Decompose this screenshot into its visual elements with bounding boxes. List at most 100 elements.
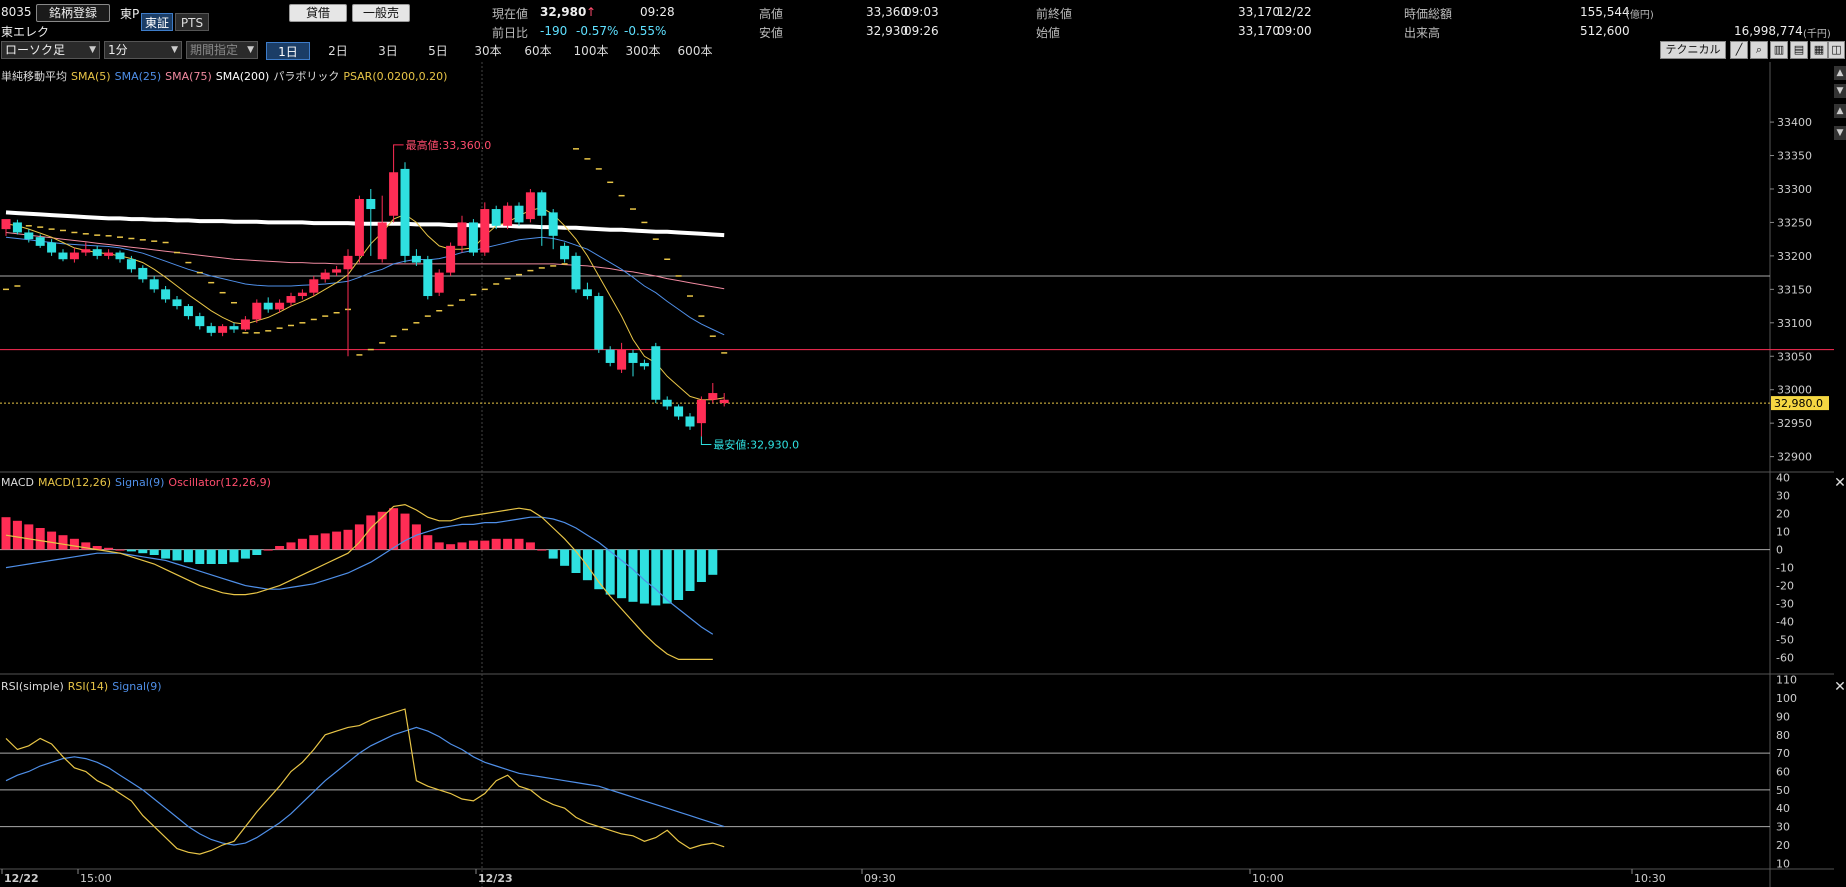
price-tick-label: 32900 [1777,451,1812,464]
oscillator-bar [400,513,410,550]
price-tick-label: 33000 [1777,384,1812,397]
close-macd-panel-icon[interactable]: ✕ [1834,475,1846,491]
timeframe-30bars[interactable]: 30本 [474,44,502,58]
candle-body [35,237,45,246]
oscillator-bar [12,520,22,550]
timeframe-5d[interactable]: 5日 [428,44,448,58]
oscillator-bar [639,549,649,604]
rsi-legend: RSI(simple) RSI(14) Signal(9) [1,680,166,693]
high-time: 09:03 [904,5,939,19]
price-tick-label: 33050 [1777,350,1812,363]
technical-button[interactable]: テクニカル [1660,41,1726,59]
mcap-label: 時価総額 [1404,7,1453,21]
oscillator-bar [275,546,285,550]
grid-icon[interactable]: ▦ [1810,41,1828,59]
oscillator-bar [514,538,524,550]
candle-body [275,302,285,310]
legend-psar: PSAR(0.0200,0.20) [343,70,448,83]
legend-sma-group: 単純移動平均 [1,70,67,83]
oscillator-bar [411,524,421,550]
exchange-tab-tse[interactable]: 東証 [141,13,173,31]
candle-body [138,267,148,280]
candle-body [708,393,718,400]
current-price-tag [1771,396,1829,411]
timeframe-1d[interactable]: 1日 [266,42,310,60]
candle-body [605,349,615,363]
oscillator-bar [343,529,353,550]
low-label: 安値 [759,26,784,40]
oscillator-bar [571,549,581,573]
candle-body [377,222,387,260]
candle-body [69,252,79,260]
oscillator-bar [525,542,535,550]
oscillator-bar [377,511,387,550]
oscillator-bar [628,549,638,602]
chart-type-select[interactable]: ローソク足 ▼ [1,41,100,59]
turnover-value: 16,998,774 [1734,24,1803,38]
oscillator-bar [389,508,399,550]
legend-rsi: RSI(14) [67,680,109,693]
draw-line-icon[interactable]: ╱ [1730,41,1748,59]
price-tick-label: 32950 [1777,417,1812,430]
current-price-label: 現在値 [492,7,529,21]
current-price-tag-label: 32,980.0 [1774,397,1823,410]
scroll-expand-icon[interactable]: ▼ [1834,84,1846,98]
lend-badge: 貸借 [289,4,347,22]
interval-value: 1分 [108,43,128,57]
sma25-line [5,236,725,336]
interval-select[interactable]: 1分 ▼ [104,41,182,59]
candle-body [560,245,570,260]
oscillator-bar [252,549,262,555]
oscillator-bar [35,528,45,550]
oscillator-bar [685,549,695,591]
macd-tick-label: 30 [1776,490,1790,503]
high-label: 高値 [759,7,784,21]
low-marker-label: 最安値:32,930.0 [713,438,799,452]
bar-chart-icon[interactable]: ▥ [1770,41,1788,59]
chart-area[interactable]: 33400 33350 33300 33250 33200 33150 33100 33050… [0,62,1834,887]
exchange-tab-pts[interactable]: PTS [175,13,209,31]
macd-tick-label: 0 [1776,544,1783,557]
panel-toggle2-icon[interactable]: ▼ [1834,126,1846,140]
oscillator-bar [47,531,57,550]
candle-body [343,255,353,270]
candle-body [491,209,501,226]
timeframe-2d[interactable]: 2日 [328,44,348,58]
x-tick-label: 10:00 [1252,872,1284,885]
x-tick-label: 12/23 [478,872,513,885]
macd-legend: MACD MACD(12,26) Signal(9) Oscillator(12,26… [1,476,275,489]
x-tick-label: 09:30 [864,872,896,885]
change-pct-2: -0.55% [624,24,667,38]
oscillator-bar [195,549,205,564]
oscillator-bar [149,549,159,555]
panel-toggle-icon[interactable]: ▲ [1834,104,1846,118]
rsi-tick-label: 110 [1776,674,1797,687]
high-value: 33,360 [866,5,908,19]
candle-body [309,279,319,293]
oscillator-bar [423,535,433,550]
rsi-tick-label: 20 [1776,839,1790,852]
close-rsi-panel-icon[interactable]: ✕ [1834,679,1846,695]
zoom-icon[interactable]: ⌕ [1750,41,1768,59]
macd-tick-label: -20 [1776,580,1794,593]
candle-body [423,259,433,297]
layout-icon[interactable]: ◫ [1828,41,1845,59]
timeframe-100bars[interactable]: 100本 [573,44,609,58]
rsi-tick-label: 50 [1776,784,1790,797]
candle-body [286,296,296,303]
timeframe-300bars[interactable]: 300本 [625,44,661,58]
timeframe-600bars[interactable]: 600本 [677,44,713,58]
rsi-tick-label: 90 [1776,710,1790,723]
candle-body [674,406,684,417]
register-button[interactable]: 銘柄登録 [36,4,110,22]
candle-body [240,319,250,330]
main-legend: 単純移動平均 SMA(5) SMA(25) SMA(75) SMA(200) パラボリック… [1,68,451,84]
timeframe-3d[interactable]: 3日 [378,44,398,58]
compare-chart-icon[interactable]: ▤ [1790,41,1808,59]
scroll-up-icon[interactable]: ▲ [1834,66,1846,80]
candle-body [58,252,68,260]
candle-body [571,255,581,290]
candle-body [320,272,330,280]
timeframe-60bars[interactable]: 60本 [524,44,552,58]
period-select[interactable]: 期間指定 ▼ [186,41,258,59]
